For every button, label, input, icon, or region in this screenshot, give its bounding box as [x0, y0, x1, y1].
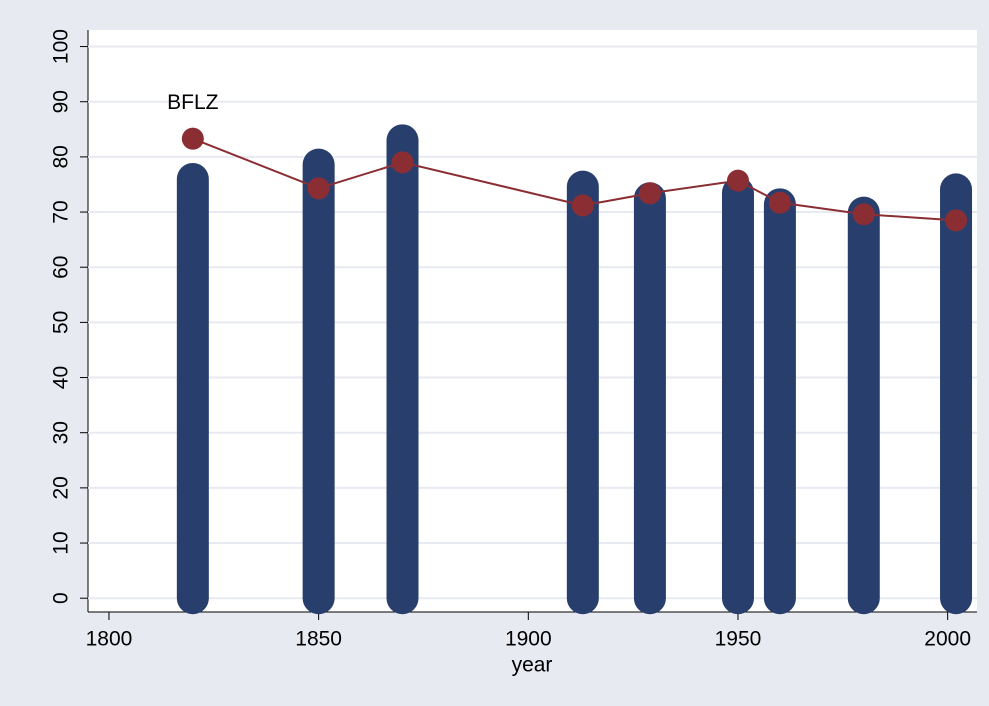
marker	[638, 182, 661, 205]
y-tick-label: 100	[50, 29, 73, 64]
marker	[391, 151, 414, 174]
x-tick-label: 1900	[505, 628, 552, 651]
marker	[945, 209, 968, 232]
x-tick-label: 2000	[924, 628, 971, 651]
marker	[307, 177, 330, 200]
x-tick-label: 1850	[295, 628, 342, 651]
y-tick-label: 40	[50, 366, 73, 389]
plot-area	[88, 30, 977, 612]
marker	[768, 191, 791, 214]
marker	[181, 127, 204, 150]
marker	[571, 194, 594, 217]
y-tick-label: 30	[50, 421, 73, 444]
y-tick-label: 50	[50, 311, 73, 334]
marker	[852, 203, 875, 226]
y-tick-label: 60	[50, 256, 73, 279]
x-tick-label: 1800	[86, 628, 133, 651]
x-axis-label: year	[512, 654, 553, 677]
y-tick-label: 0	[50, 592, 73, 604]
y-tick-label: 90	[50, 90, 73, 113]
y-tick-label: 20	[50, 476, 73, 499]
y-tick-label: 80	[50, 145, 73, 168]
x-tick-label: 1950	[715, 628, 762, 651]
y-tick-label: 10	[50, 531, 73, 554]
annotation: BFLZ	[167, 91, 219, 114]
marker	[726, 169, 749, 192]
y-tick-label: 70	[50, 200, 73, 223]
